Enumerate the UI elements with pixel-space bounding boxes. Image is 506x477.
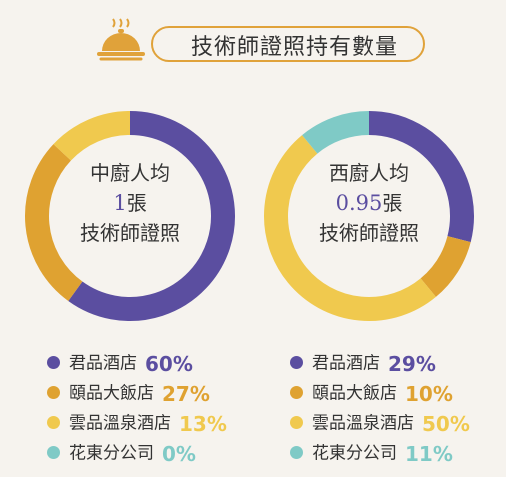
donut-0-slice-2 — [53, 111, 131, 161]
legend-label: 雲品溫泉酒店 — [69, 413, 171, 434]
legend-dot — [290, 385, 303, 399]
donut-1-slice-3 — [302, 111, 370, 154]
donut-1-slice-1 — [420, 235, 471, 297]
left-center-value-line: 1張 — [55, 188, 205, 218]
legend-value: 10% — [405, 381, 453, 406]
legend-label: 君品酒店 — [312, 353, 380, 374]
right-center-label: 西廚人均 0.95張 技術師證照 — [294, 158, 444, 248]
left-legend: 君品酒店 60% 頤品大飯店 27% 雲品溫泉酒店 13% 花東分公司 0% — [47, 348, 227, 468]
legend-label: 頤品大飯店 — [312, 383, 397, 404]
legend-dot — [47, 385, 60, 399]
legend-label: 君品酒店 — [69, 353, 137, 374]
legend-item: 花東分公司 0% — [47, 438, 227, 468]
legend-item: 頤品大飯店 10% — [290, 378, 470, 408]
right-center-value-line: 0.95張 — [294, 188, 444, 218]
legend-dot — [290, 445, 303, 459]
legend-dot — [47, 445, 60, 459]
legend-value: 13% — [179, 411, 227, 436]
legend-label: 花東分公司 — [312, 443, 397, 464]
legend-item: 雲品溫泉酒店 13% — [47, 408, 227, 438]
legend-dot — [47, 415, 60, 429]
legend-value: 50% — [422, 411, 470, 436]
legend-label: 花東分公司 — [69, 443, 154, 464]
legend-dot — [47, 355, 60, 369]
legend-item: 君品酒店 29% — [290, 348, 470, 378]
donut-0-slice-1 — [25, 144, 83, 301]
legend-value: 27% — [162, 381, 210, 406]
legend-item: 雲品溫泉酒店 50% — [290, 408, 470, 438]
legend-value: 0% — [162, 441, 196, 466]
right-center-line3: 技術師證照 — [319, 221, 419, 245]
donut-1-slice-0 — [368, 111, 474, 243]
legend-dot — [290, 355, 303, 369]
right-center-unit: 張 — [382, 191, 403, 215]
left-center-value: 1 — [113, 191, 127, 215]
legend-item: 頤品大飯店 27% — [47, 378, 227, 408]
left-center-line1: 中廚人均 — [90, 161, 170, 185]
right-center-line1: 西廚人均 — [329, 161, 409, 185]
title-pill — [151, 26, 425, 62]
right-center-value: 0.95 — [335, 191, 383, 215]
donut-0-slice-0 — [68, 111, 235, 321]
legend-item: 花東分公司 11% — [290, 438, 470, 468]
legend-value: 11% — [405, 441, 453, 466]
legend-item: 君品酒店 60% — [47, 348, 227, 378]
donut-1-slice-2 — [263, 135, 436, 322]
left-center-line3: 技術師證照 — [80, 221, 180, 245]
legend-label: 頤品大飯店 — [69, 383, 154, 404]
left-center-label: 中廚人均 1張 技術師證照 — [55, 158, 205, 248]
chart-title: 技術師證照持有數量 — [191, 35, 399, 60]
cloche-icon — [97, 18, 145, 61]
chart-header: 技術師證照持有數量 — [93, 17, 433, 65]
right-legend: 君品酒店 29% 頤品大飯店 10% 雲品溫泉酒店 50% 花東分公司 11% — [290, 348, 470, 468]
legend-label: 雲品溫泉酒店 — [312, 413, 414, 434]
legend-dot — [290, 415, 303, 429]
legend-value: 60% — [145, 351, 193, 376]
left-center-unit: 張 — [126, 191, 147, 215]
legend-value: 29% — [388, 351, 436, 376]
